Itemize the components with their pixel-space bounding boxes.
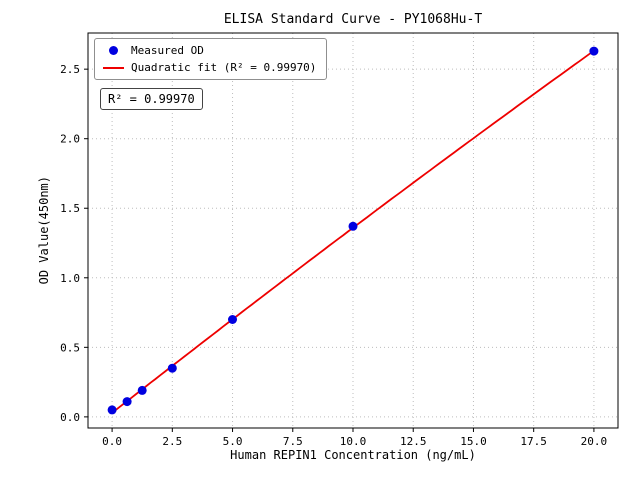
data-point bbox=[107, 405, 117, 415]
x-tick-label: 5.0 bbox=[223, 435, 243, 448]
y-tick-label: 0.0 bbox=[60, 411, 80, 424]
y-tick-label: 2.5 bbox=[60, 63, 80, 76]
legend-measured-label: Measured OD bbox=[131, 44, 204, 57]
legend-fit-label: Quadratic fit (R² = 0.99970) bbox=[131, 61, 317, 74]
quadratic-fit-marker-icon bbox=[103, 66, 124, 69]
y-tick-label: 1.0 bbox=[60, 272, 80, 285]
x-tick-label: 17.5 bbox=[520, 435, 547, 448]
x-tick-label: 7.5 bbox=[283, 435, 303, 448]
y-tick-label: 2.0 bbox=[60, 133, 80, 146]
y-axis-label-wrap: OD Value(450nm) bbox=[36, 33, 52, 428]
x-tick-label: 2.5 bbox=[162, 435, 182, 448]
data-point bbox=[137, 385, 147, 395]
legend-entry-fit: Quadratic fit (R² = 0.99970) bbox=[103, 61, 316, 74]
data-point bbox=[167, 363, 177, 373]
y-tick-label: 1.5 bbox=[60, 202, 80, 215]
data-point bbox=[122, 397, 132, 407]
x-tick-label: 0.0 bbox=[102, 435, 122, 448]
x-axis-label: Human REPIN1 Concentration (ng/mL) bbox=[230, 448, 476, 462]
x-tick-label: 15.0 bbox=[460, 435, 487, 448]
data-point bbox=[228, 315, 237, 324]
chart-title: ELISA Standard Curve - PY1068Hu-T bbox=[223, 12, 483, 27]
x-tick-label: 20.0 bbox=[581, 435, 608, 448]
legend-entry-measured: Measured OD bbox=[103, 44, 316, 57]
y-tick-label: 0.5 bbox=[60, 341, 80, 354]
axes-frame bbox=[87, 32, 619, 429]
data-point bbox=[348, 221, 358, 231]
legend: Measured OD Quadratic fit (R² = 0.99970) bbox=[94, 38, 328, 80]
measured-od-marker-icon bbox=[109, 46, 118, 55]
data-point bbox=[589, 46, 599, 56]
x-tick-label: 10.0 bbox=[340, 435, 367, 448]
y-axis-label: OD Value(450nm) bbox=[37, 176, 51, 285]
x-tick-label: 12.5 bbox=[400, 435, 427, 448]
r-squared-annotation: R² = 0.99970 bbox=[100, 88, 203, 110]
